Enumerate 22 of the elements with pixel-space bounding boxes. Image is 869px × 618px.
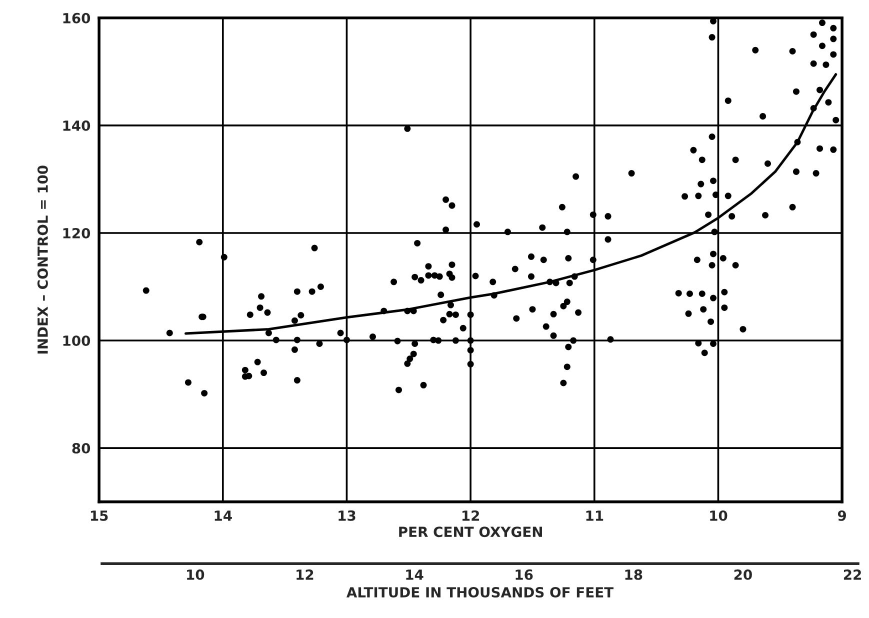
- y-axis-title: INDEX – CONTROL = 100: [37, 166, 48, 354]
- x2-tick-label: 10: [187, 569, 204, 580]
- x-tick-label: 10: [710, 510, 728, 521]
- x2-tick-label: 20: [734, 569, 752, 580]
- x2-tick-label: 22: [844, 569, 861, 580]
- x-tick-label: 15: [90, 510, 108, 521]
- x-tick-label: 14: [214, 510, 232, 521]
- x-tick-label: 13: [338, 510, 356, 521]
- y-tick-label: 80: [72, 443, 90, 454]
- x2-tick-label: 18: [625, 569, 642, 580]
- x-tick-label: 9: [838, 510, 846, 521]
- x2-tick-label: 16: [516, 569, 533, 580]
- x2-axis-title: ALTITUDE IN THOUSANDS OF FEET: [346, 587, 614, 598]
- x2-tick-label: 12: [296, 569, 314, 580]
- x-axis-title: PER CENT OXYGEN: [399, 526, 542, 538]
- y-tick-label: 120: [63, 228, 90, 238]
- y-tick-label: 160: [63, 12, 90, 24]
- x-tick-label: 11: [586, 510, 604, 521]
- x-tick-label: 12: [462, 510, 480, 521]
- y-tick-label: 100: [63, 335, 90, 346]
- y-tick-label: 140: [63, 120, 90, 131]
- x2-tick-label: 14: [406, 570, 424, 580]
